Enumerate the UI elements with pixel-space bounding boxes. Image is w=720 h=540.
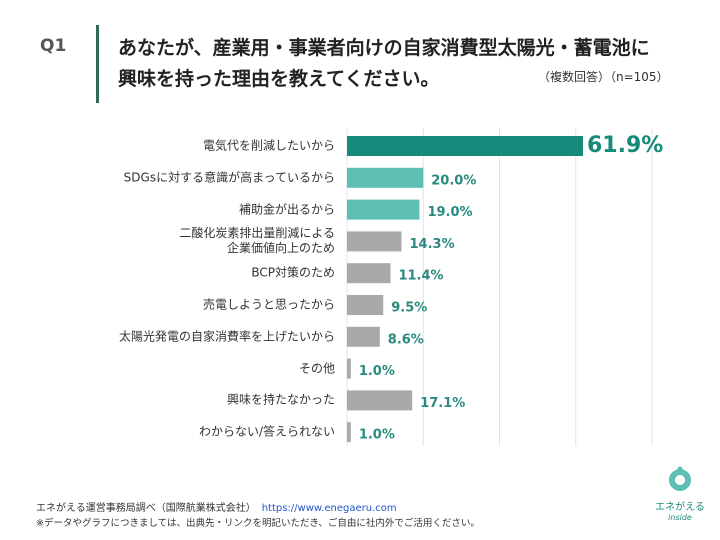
logo-icon <box>669 466 691 491</box>
divider <box>96 25 99 103</box>
value-label: 19.0% <box>427 205 472 220</box>
bar <box>347 199 420 220</box>
value-label: 20.0% <box>431 173 476 188</box>
source-text: エネがえる運営事務局調べ（国際航業株式会社） <box>36 503 256 514</box>
category-label: 電気代を削減したいから <box>202 138 335 153</box>
bar <box>347 167 424 188</box>
bar <box>347 231 402 252</box>
chart: 61.9% 20.0% 19.0% 14.3% 11.4% 9.5% 8.6% 1.0% 17.… <box>346 128 663 446</box>
value-label: 1.0% <box>359 364 395 379</box>
value-label: 1.0% <box>359 428 395 443</box>
value-label: 9.5% <box>391 301 427 316</box>
value-label: 17.1% <box>420 396 465 411</box>
category-label: 二酸化炭素排出量削減による 企業価値向上のため <box>179 226 335 256</box>
bar <box>347 326 380 347</box>
logo: エネがえる inside <box>648 466 712 522</box>
category-label: 太陽光発電の自家消費率を上げたいから <box>118 329 335 344</box>
logo-name: エネがえる <box>655 502 705 513</box>
source-link[interactable]: https://www.enegaeru.com <box>261 503 397 514</box>
category-label: その他 <box>298 361 335 376</box>
source: エネがえる運営事務局調べ（国際航業株式会社） https://www.enegae… <box>36 499 397 514</box>
value-label: 61.9% <box>587 133 663 158</box>
category-label: 売電しようと思ったから <box>202 297 335 312</box>
value-label: 8.6% <box>388 332 424 347</box>
category-label: SDGsに対する意識が高まっているから <box>123 170 335 185</box>
bar <box>347 358 351 379</box>
question-label: Q1 <box>40 36 67 56</box>
logo-sub: inside <box>668 513 692 522</box>
usage-notice: ※データやグラフにつきましては、出典先・リンクを明記いただき、ご自由に社内外でご… <box>36 518 480 529</box>
category-label: わからない/答えられない <box>198 424 335 439</box>
bar <box>347 295 384 315</box>
sample-note: （複数回答）（n=105） <box>538 70 669 84</box>
bar <box>347 390 413 411</box>
category-label: 補助金が出るから <box>238 202 335 217</box>
bar <box>347 422 351 443</box>
category-label: BCP対策のため <box>251 265 335 280</box>
chart-title: あなたが、産業用・事業者向けの自家消費型太陽光・蓄電池に 興味を持った理由を教え… <box>118 37 650 90</box>
bar <box>347 263 391 284</box>
value-label: 14.3% <box>410 237 455 252</box>
value-label: 11.4% <box>398 269 443 284</box>
bar <box>347 136 583 156</box>
category-label: 興味を持たなかった <box>226 392 335 407</box>
